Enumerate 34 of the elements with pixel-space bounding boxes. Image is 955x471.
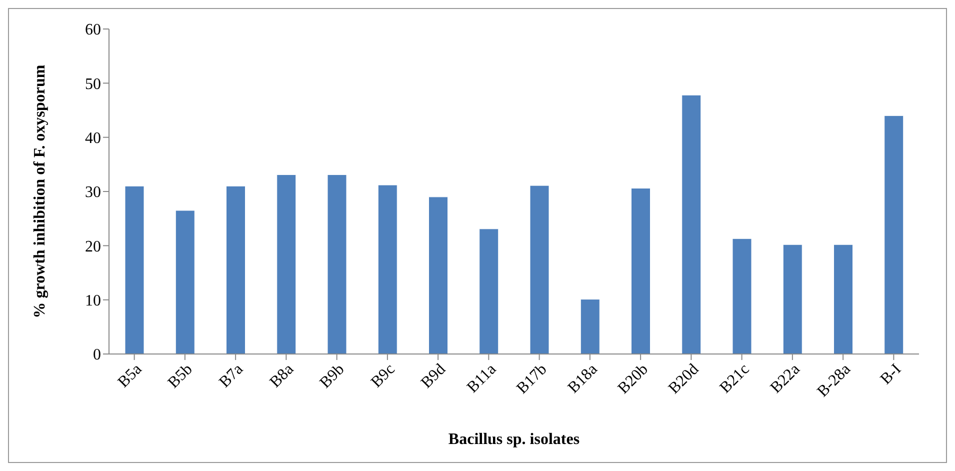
y-tick-label: 50 <box>85 76 101 93</box>
y-tick-label: 30 <box>85 184 101 202</box>
x-tick-label: B-I <box>877 360 905 388</box>
bar <box>276 174 296 354</box>
bar <box>530 185 550 354</box>
x-tick-label: B8a <box>266 360 298 392</box>
bar <box>428 196 448 354</box>
bar <box>124 186 144 354</box>
y-axis-title: % growth inhibition of F. oxysporum <box>32 64 49 318</box>
bar <box>378 184 398 354</box>
x-tick-label: B11a <box>464 360 500 396</box>
x-tick-label: B9b <box>316 360 348 392</box>
bar <box>580 299 600 354</box>
bar <box>175 210 195 354</box>
bar <box>226 186 246 354</box>
bar <box>479 228 499 354</box>
bar <box>782 244 802 354</box>
bar <box>732 238 752 354</box>
bar <box>884 115 904 354</box>
bar <box>327 174 347 354</box>
bar <box>682 94 702 354</box>
bar <box>834 244 853 354</box>
y-tick-label: 10 <box>85 292 101 310</box>
y-tick-label: 20 <box>85 238 101 256</box>
y-tick-label: 0 <box>93 346 101 364</box>
x-tick-label: B7a <box>216 360 246 392</box>
x-axis-title: Bacillus sp. isolates <box>448 431 580 448</box>
x-tick-label: B5a <box>114 360 146 392</box>
x-tick-label: B9d <box>418 360 449 392</box>
x-tick-label: B5b <box>164 360 196 392</box>
x-tick-label: B9c <box>368 360 398 392</box>
y-tick-label: 40 <box>85 130 101 148</box>
y-tick-label: 60 <box>85 22 101 39</box>
bar <box>631 188 650 354</box>
